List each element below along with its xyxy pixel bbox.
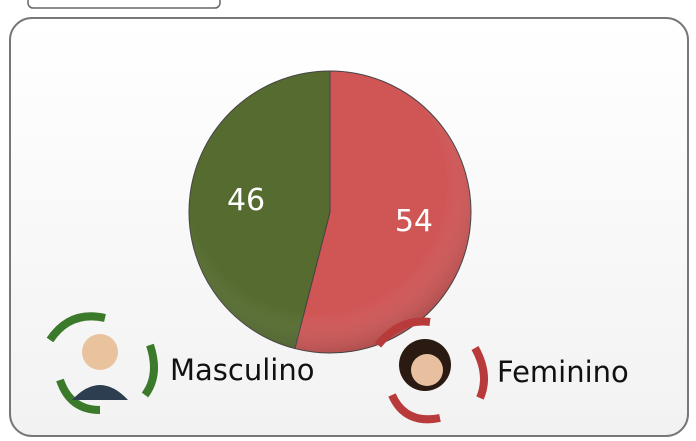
data-label: 54 [395,204,433,239]
data-label: 46 [227,183,265,218]
legend-label: Masculino [170,353,314,387]
female-icon [374,317,488,424]
legend-label: Feminino [497,355,629,389]
male-icon [46,312,158,414]
tab [27,0,221,9]
